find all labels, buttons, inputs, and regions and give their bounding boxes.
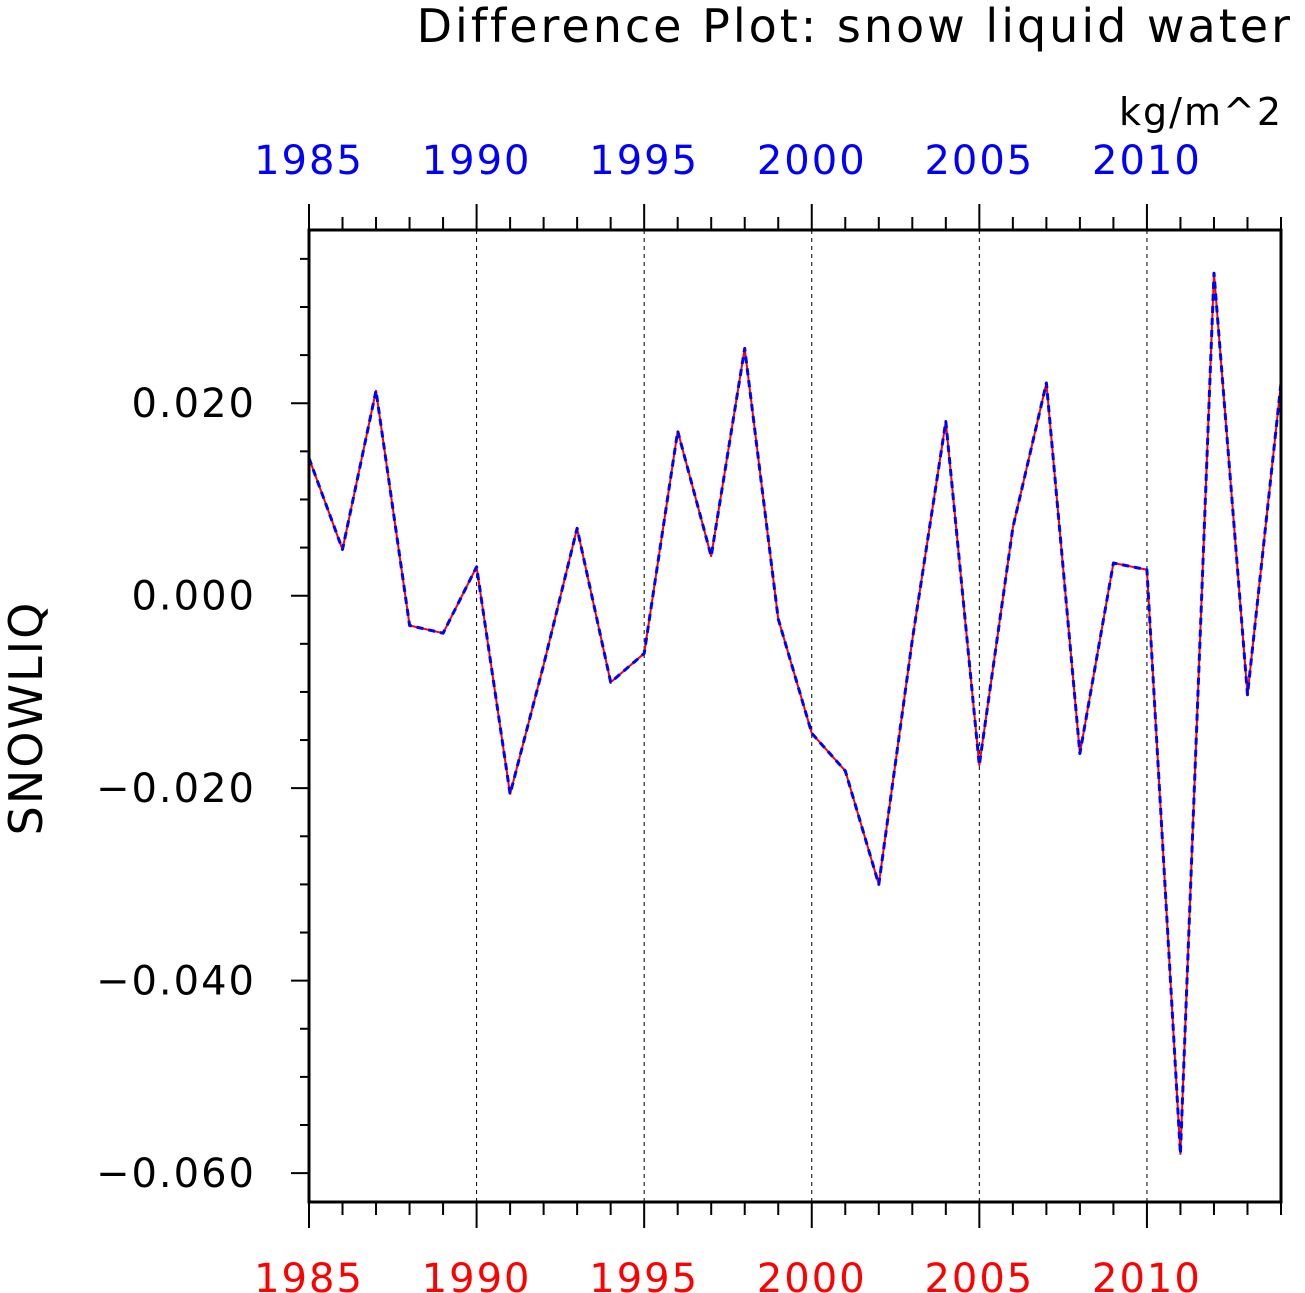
y-axis-label: SNOWLIQ xyxy=(0,601,53,836)
bottom-x-tick-label: 1995 xyxy=(589,1256,699,1293)
series-line-dashed xyxy=(307,271,1283,1156)
axis-layer xyxy=(291,204,1283,1228)
units-label: kg/m^2 xyxy=(1119,90,1283,134)
bottom-x-tick-label: 2010 xyxy=(1092,1256,1202,1293)
bottom-x-tick-label: 1990 xyxy=(422,1256,532,1293)
grid-layer xyxy=(476,230,1148,1202)
top-x-tick-label: 1990 xyxy=(422,138,532,184)
y-tick-label: 0.020 xyxy=(131,381,256,427)
top-x-tick-label: 1995 xyxy=(589,138,699,184)
top-x-tick-label: 1985 xyxy=(254,138,364,184)
y-tick-label: −0.060 xyxy=(96,1151,256,1197)
series-layer xyxy=(307,271,1283,1156)
y-tick-label: 0.000 xyxy=(131,574,256,620)
bottom-x-tick-label: 1985 xyxy=(254,1256,364,1293)
y-tick-label: −0.040 xyxy=(96,959,256,1005)
bottom-x-tick-label: 2000 xyxy=(757,1256,867,1293)
chart-title: Difference Plot: snow liquid water xyxy=(417,0,1293,53)
label-layer: 1985 1985 1990 1990 1995 1995 2000 2000 2005 2005… xyxy=(96,138,1202,1293)
top-x-tick-label: 2000 xyxy=(757,138,867,184)
top-x-tick-label: 2005 xyxy=(924,138,1034,184)
y-tick-label: −0.020 xyxy=(96,766,256,812)
bottom-x-tick-label: 2005 xyxy=(924,1256,1034,1293)
plot-frame xyxy=(307,228,1283,1204)
top-x-tick-label: 2010 xyxy=(1092,138,1202,184)
series-line-solid xyxy=(308,272,1282,1155)
